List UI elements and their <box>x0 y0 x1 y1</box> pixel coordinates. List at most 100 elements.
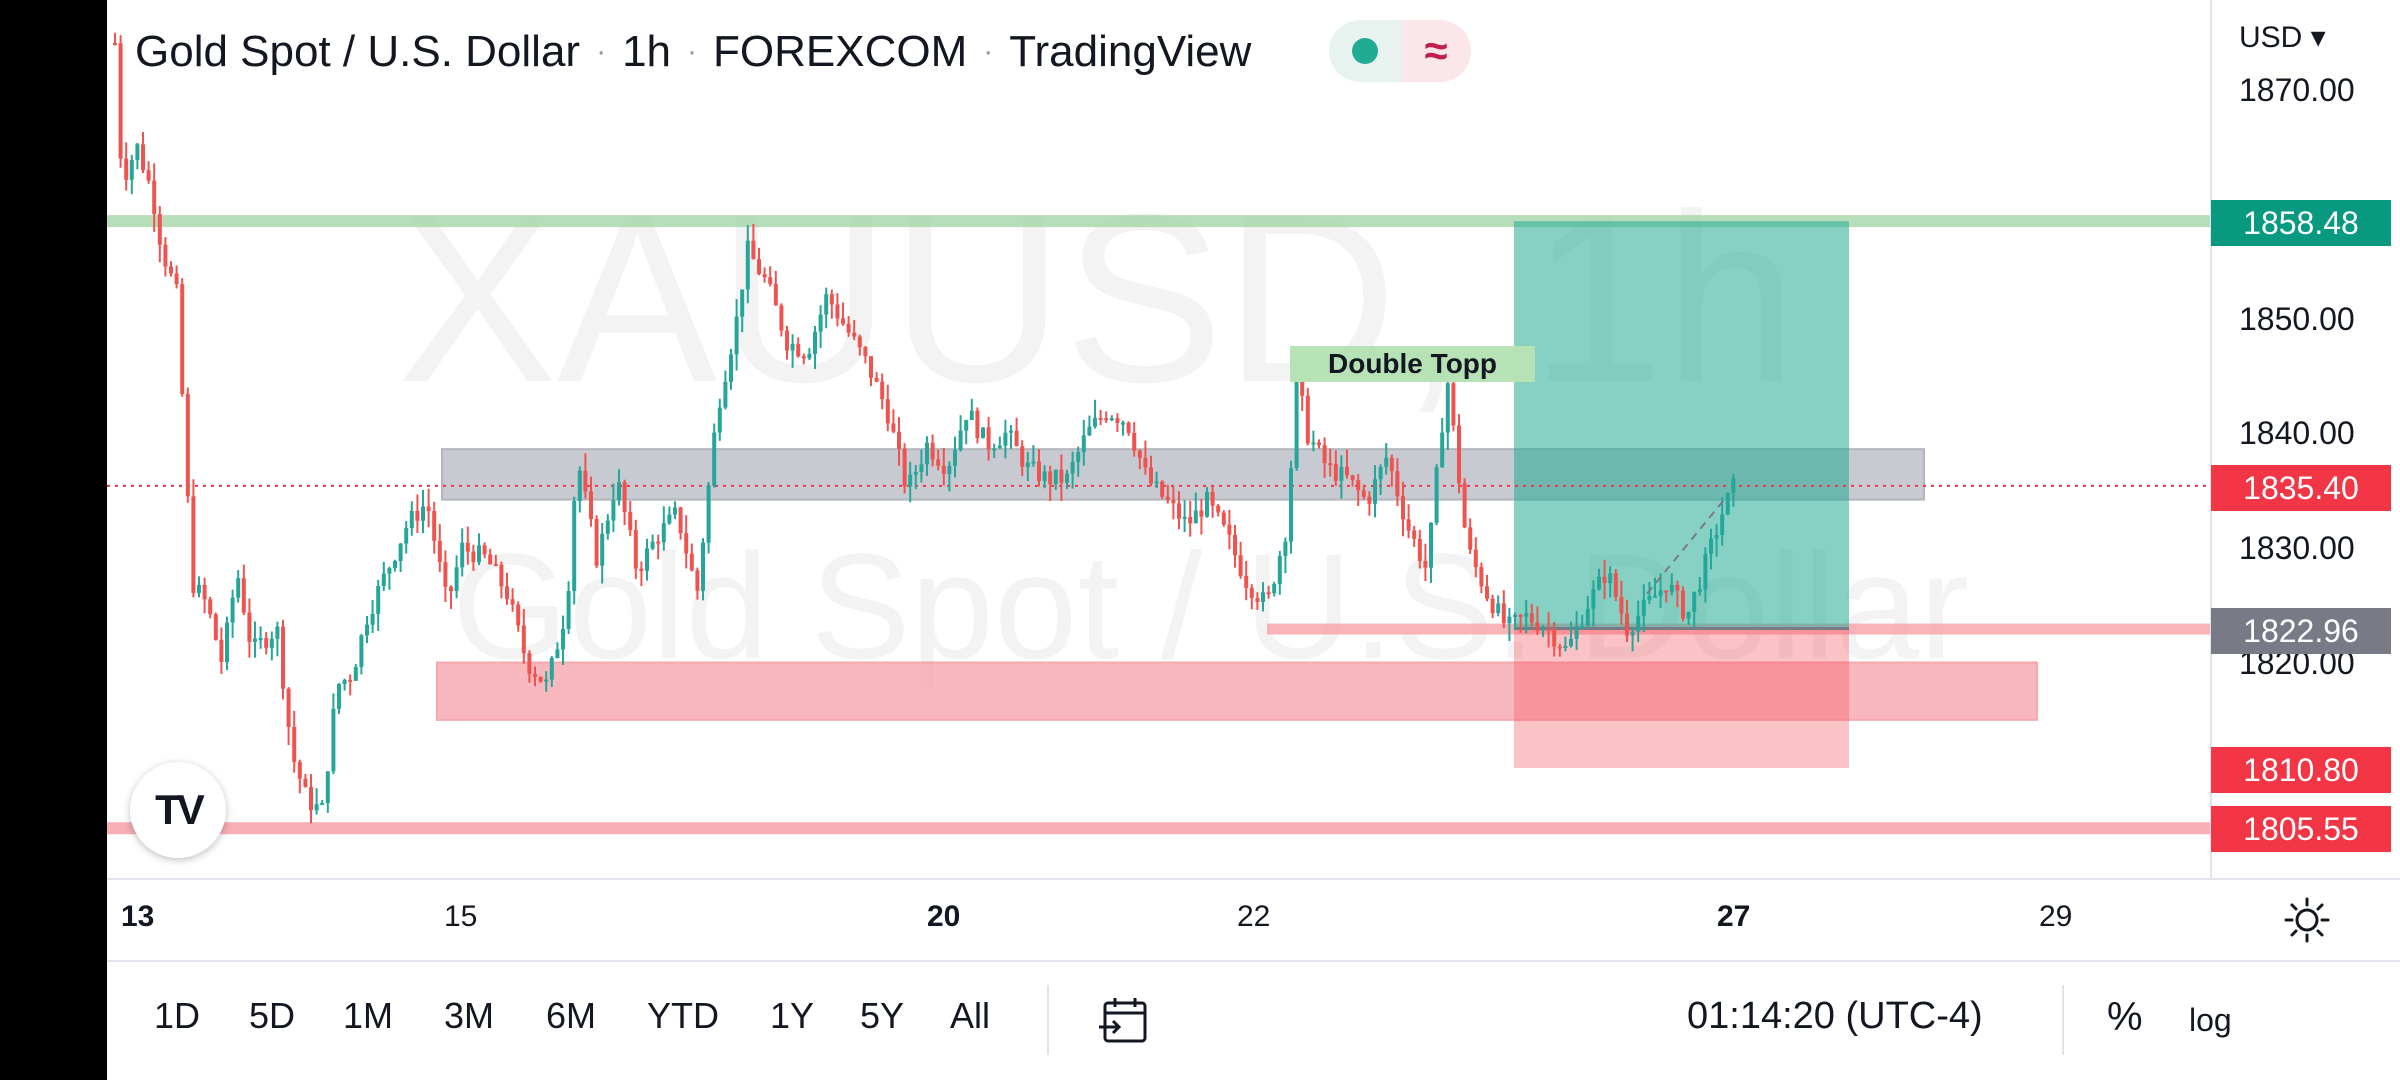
support-price-tag: 1805.55 <box>2211 806 2391 852</box>
candle-body <box>1300 373 1305 396</box>
candle-body <box>213 614 218 640</box>
candle-body <box>880 381 885 400</box>
candle-body <box>1356 480 1361 491</box>
candle-body <box>1524 613 1529 617</box>
candle-body <box>253 638 257 642</box>
time-axis-divider <box>107 878 2400 880</box>
candle-body <box>824 294 829 315</box>
range-button-1m[interactable]: 1M <box>343 995 394 1036</box>
stop-price-tag: 1810.80 <box>2211 747 2391 793</box>
candle-body <box>493 564 498 567</box>
range-button-6m[interactable]: 6M <box>546 995 597 1036</box>
candle-body <box>1378 466 1383 480</box>
percent-scale-toggle[interactable]: % <box>2107 995 2143 1039</box>
candle-body <box>813 331 817 354</box>
candle-body <box>1653 595 1657 598</box>
candle-body <box>465 542 470 552</box>
range-button-5y[interactable]: 5Y <box>860 995 905 1036</box>
candle-body <box>286 688 291 727</box>
range-button-1y[interactable]: 1Y <box>770 995 815 1036</box>
candle-body <box>572 500 577 592</box>
candle-body <box>1311 442 1316 445</box>
candle-body <box>1490 598 1495 614</box>
go-to-date-calendar-icon[interactable] <box>1097 993 1153 1054</box>
candle-body <box>208 599 213 615</box>
candle-body <box>1434 467 1439 523</box>
candle-body <box>1462 483 1467 528</box>
candle-body <box>1535 622 1540 631</box>
candle-body <box>381 573 386 586</box>
chart-title[interactable]: Gold Spot / U.S. Dollar · 1h · FOREXCOM … <box>135 22 1251 82</box>
candle-body <box>841 318 845 324</box>
candle-body <box>1322 445 1327 464</box>
candle-body <box>751 240 756 260</box>
candle-body <box>258 638 263 641</box>
candle-body <box>1574 626 1579 639</box>
range-button-all[interactable]: All <box>950 995 991 1036</box>
candle-body <box>1255 597 1260 602</box>
support-line <box>107 822 2210 835</box>
candle-body <box>1541 628 1545 631</box>
candle-body <box>113 43 117 46</box>
tradingview-logo[interactable]: TV <box>130 762 226 858</box>
candle-body <box>1613 573 1618 597</box>
candle-body <box>1065 473 1069 483</box>
candle-body <box>762 274 767 278</box>
range-button-3m[interactable]: 3M <box>444 995 495 1036</box>
projection-line <box>1646 495 1728 595</box>
candle-body <box>1625 613 1629 636</box>
candle-body <box>1479 567 1484 587</box>
candle-body <box>1468 527 1473 550</box>
candle-body <box>1496 603 1501 614</box>
candle-body <box>197 584 201 594</box>
candle-body <box>594 519 599 566</box>
range-button-ytd[interactable]: YTD <box>647 995 719 1036</box>
candle-body <box>757 259 761 275</box>
candle-body <box>1440 432 1445 468</box>
currency-selector[interactable]: USD ▾ <box>2239 21 2326 54</box>
candle-body <box>611 500 616 521</box>
candle-body <box>1076 452 1081 462</box>
candle-body <box>801 356 806 359</box>
time-axis-label: 20 <box>927 900 961 933</box>
candle-body <box>549 657 554 680</box>
candle-body <box>1552 629 1557 647</box>
candle-body <box>1389 457 1394 472</box>
market-open-indicator <box>1329 20 1401 82</box>
candle-body <box>1451 383 1456 426</box>
candle-body <box>1132 432 1137 451</box>
candle-body <box>191 496 196 594</box>
candle-body <box>118 43 123 159</box>
candle-body <box>157 214 162 245</box>
double-top-annotation[interactable]: Double Topp <box>1290 346 1535 382</box>
candle-body <box>1154 481 1159 484</box>
candle-body <box>1686 611 1691 619</box>
candle-body <box>1367 496 1372 504</box>
range-button-5d[interactable]: 5D <box>249 995 296 1036</box>
candle-body <box>1003 432 1008 446</box>
candle-body <box>997 445 1002 449</box>
candle-body <box>773 283 778 306</box>
candle-body <box>1361 490 1366 497</box>
chart-app: XAUUSD, 1h Gold Spot / U.S. Dollar Doubl… <box>107 0 2400 1080</box>
candle-body <box>913 472 918 475</box>
candle-body <box>129 160 134 180</box>
candle-body <box>936 459 941 466</box>
candle-body <box>1619 596 1624 614</box>
candle-body <box>1597 576 1601 590</box>
candle-body <box>885 399 890 424</box>
candle-body <box>1087 426 1092 436</box>
chart-clock[interactable]: 01:14:20 (UTC-4) <box>1687 995 1983 1037</box>
candle-body <box>969 410 974 421</box>
price-chart[interactable] <box>107 0 2400 1080</box>
settings-gear-icon[interactable] <box>2282 895 2332 950</box>
candle-body <box>1177 503 1181 519</box>
log-scale-toggle[interactable]: log <box>2189 1002 2232 1038</box>
market-status-pill[interactable]: ≈ <box>1329 20 1471 82</box>
data-delay-icon: ≈ <box>1401 20 1471 82</box>
candle-body <box>712 432 717 486</box>
candle-body <box>1171 500 1176 504</box>
candle-body <box>505 586 509 600</box>
candle-body <box>1137 450 1142 459</box>
range-button-1d[interactable]: 1D <box>154 995 201 1036</box>
